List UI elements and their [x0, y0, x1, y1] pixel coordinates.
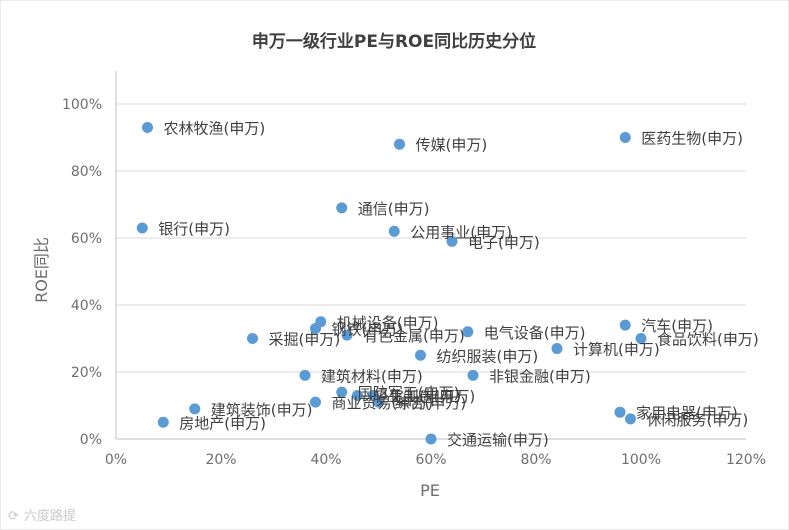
data-label: 汽车(申万): [641, 317, 713, 335]
data-label: 交通运输(申万): [447, 431, 549, 449]
y-axis-title: ROE同比: [32, 237, 51, 303]
data-label: 银行(申万): [158, 220, 230, 238]
x-tick-label: 80%: [520, 452, 551, 468]
point-labels: 农林牧渔(申万) 传媒(申万) 医药生物(申万) 通信(申万) 银行(申万) 公用事业(申…: [158, 119, 758, 449]
data-point: [336, 386, 348, 398]
data-point: [299, 369, 311, 381]
data-point: [341, 329, 353, 341]
gridlines: [115, 71, 746, 440]
data-label: 轻工制造(申万): [374, 387, 476, 405]
data-label: 食品饮料(申万): [657, 331, 759, 349]
data-label: 建筑材料(申万): [321, 367, 423, 385]
data-label: 有色金属(申万): [363, 327, 465, 345]
data-points: [136, 121, 647, 445]
watermark-logo-icon: ⟳: [8, 509, 19, 524]
data-point: [394, 138, 405, 150]
data-label: 电气设备(申万): [484, 324, 586, 342]
x-tick-label: 40%: [310, 452, 341, 468]
data-point: [310, 396, 321, 408]
data-label: 纺织服装(申万): [437, 347, 539, 365]
data-label: 机械设备(申万): [337, 314, 439, 332]
data-point: [425, 433, 437, 445]
data-point: [625, 413, 636, 425]
data-label: 国防军工(申万): [358, 384, 460, 402]
watermark: ⟳ 六度路提: [8, 508, 76, 524]
data-label: 采掘(申万): [269, 331, 341, 349]
x-tick-label: 60%: [415, 452, 446, 468]
data-point: [142, 121, 153, 133]
data-point: [189, 403, 201, 415]
data-label: 电子(申万): [468, 233, 540, 251]
data-point: [373, 396, 384, 408]
watermark-text: 六度路提: [24, 508, 76, 524]
data-label: 通信(申万): [358, 200, 430, 218]
data-point: [336, 202, 348, 214]
data-label: 农林牧渔(申万): [164, 119, 266, 137]
data-label: 休闲服务(申万): [647, 411, 749, 429]
data-point: [136, 222, 148, 234]
y-tick-labels: 0% 20% 40% 60% 80% 100%: [62, 97, 102, 448]
data-label: 综合(申万): [395, 394, 467, 412]
y-tick-label: 40%: [71, 298, 102, 314]
data-label: 家用电器(申万): [636, 404, 738, 422]
data-point: [467, 369, 479, 381]
data-point: [462, 326, 474, 338]
data-label: 医药生物(申万): [641, 130, 743, 148]
x-tick-labels: 0% 20% 40% 60% 80% 100% 120%: [105, 452, 766, 468]
y-tick-label: 100%: [62, 97, 102, 113]
data-point: [635, 333, 647, 344]
data-label: 非银金融(申万): [489, 367, 591, 385]
data-point: [388, 225, 400, 237]
data-point: [446, 235, 458, 247]
x-tick-label: 0%: [105, 452, 127, 468]
chart-title: 申万一级行业PE与ROE同比历史分位: [252, 31, 536, 52]
data-point: [619, 319, 631, 331]
x-tick-label: 120%: [726, 452, 766, 468]
data-point: [157, 416, 169, 428]
data-label: 公用事业(申万): [410, 223, 512, 241]
data-point: [551, 343, 563, 355]
data-point: [614, 406, 626, 418]
data-point: [619, 132, 631, 143]
x-axis-title: PE: [420, 481, 440, 500]
data-label: 传媒(申万): [416, 136, 488, 154]
data-label: 房地产(申万): [179, 414, 266, 432]
data-label: 钢铁(申万): [332, 320, 404, 338]
data-point: [247, 333, 258, 344]
data-point: [352, 389, 363, 401]
data-point: [310, 322, 321, 334]
x-tick-label: 100%: [621, 452, 661, 468]
y-tick-label: 0%: [80, 432, 102, 448]
data-label: 商业贸易(申万): [332, 394, 434, 412]
x-tick-label: 20%: [205, 452, 236, 468]
y-tick-label: 80%: [71, 164, 102, 180]
y-tick-label: 60%: [71, 231, 102, 247]
data-label: 化工(申万): [389, 387, 461, 405]
y-tick-label: 20%: [71, 365, 102, 381]
data-point: [415, 349, 426, 361]
data-label: 计算机(申万): [573, 341, 660, 359]
data-label: 建筑装饰(申万): [211, 401, 313, 419]
